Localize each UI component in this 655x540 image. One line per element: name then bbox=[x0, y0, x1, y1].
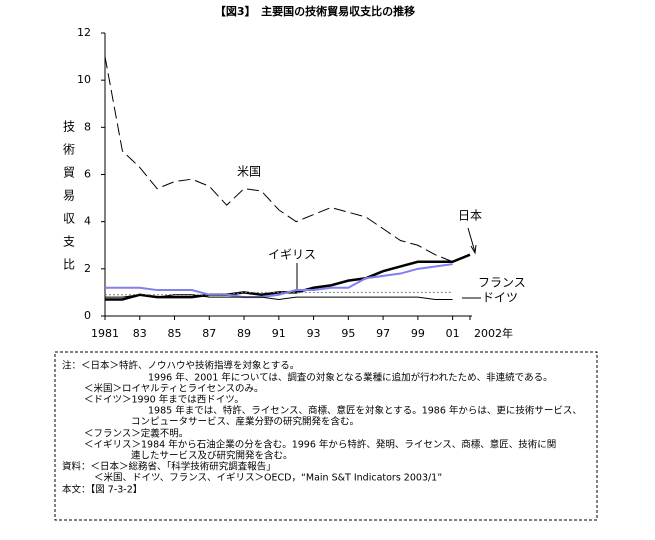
x-tick-label: 89 bbox=[237, 327, 251, 340]
y-tick-label: 2 bbox=[84, 262, 91, 275]
note-line: 注：＜日本＞特許、ノウハウや技術指導を対象とする。 bbox=[62, 360, 299, 372]
series-line bbox=[105, 294, 453, 300]
x-tick-label: 91 bbox=[272, 327, 286, 340]
x-tick-label: 99 bbox=[411, 327, 425, 340]
chart-title: 【図3】 主要国の技術貿易収支比の推移 bbox=[215, 4, 415, 18]
x-tick-label: 2002年 bbox=[474, 326, 513, 340]
series-line bbox=[104, 56, 453, 263]
y-tick-label: 10 bbox=[77, 73, 91, 86]
note-line: 連したサービス及び研究開発を含む。 bbox=[131, 450, 293, 462]
y-tick-label: 4 bbox=[84, 215, 91, 228]
y-axis-label: 技術貿易収支比 bbox=[62, 120, 76, 281]
series-label: 米国 bbox=[237, 165, 261, 179]
note-line: ＜フランス＞定義不明。 bbox=[84, 428, 188, 440]
x-tick-label: 95 bbox=[341, 327, 355, 340]
y-tick-label: 0 bbox=[84, 309, 91, 322]
x-tick-label: 87 bbox=[202, 327, 216, 340]
series-label: フランス bbox=[478, 276, 526, 290]
x-tick-label: 1981 bbox=[91, 327, 119, 340]
note-line: 1996 年、2001 年については、調査の対象となる業種に追加が行われたため、… bbox=[148, 372, 553, 384]
note-line: コンピュータサービス、産業分野の研究開発を含む。 bbox=[131, 416, 359, 428]
series-label: 日本 bbox=[458, 209, 482, 223]
note-line: ＜米国＞ロイヤルティとライセンスのみ。 bbox=[84, 383, 263, 395]
note-line: 1985 年までは、特許、ライセンス、商標、意匠を対象とする。1986 年からは… bbox=[148, 405, 582, 417]
note-line: ＜米国、ドイツ、フランス、イギリス＞OECD，“Main S&T Indicat… bbox=[94, 472, 442, 484]
y-tick-label: 6 bbox=[84, 168, 91, 181]
series-label: イギリス bbox=[268, 248, 316, 262]
leader-line bbox=[467, 227, 476, 253]
series-line bbox=[105, 263, 453, 299]
x-tick-label: 97 bbox=[376, 327, 390, 340]
x-tick-label: 85 bbox=[168, 327, 182, 340]
y-tick-label: 12 bbox=[77, 26, 91, 39]
series-label: ドイツ bbox=[482, 291, 518, 305]
note-line: ＜ドイツ＞1990 年までは西ドイツ。 bbox=[84, 394, 244, 406]
x-tick-label: 93 bbox=[307, 327, 321, 340]
series-line bbox=[105, 291, 453, 296]
y-tick-label: 8 bbox=[84, 120, 91, 133]
note-line: ＜イギリス＞1984 年から石油企業の分を含む。1996 年から特許、発明、ライ… bbox=[84, 439, 556, 451]
x-tick-label: 83 bbox=[133, 327, 147, 340]
x-tick-label: 01 bbox=[446, 327, 460, 340]
notes-box bbox=[54, 351, 598, 521]
note-line: 資料：＜日本＞総務省、「科学技術研究調査報告」 bbox=[62, 461, 276, 473]
note-line: 本文：【図 7-3-2】 bbox=[62, 484, 142, 496]
arrow-head bbox=[470, 244, 477, 255]
